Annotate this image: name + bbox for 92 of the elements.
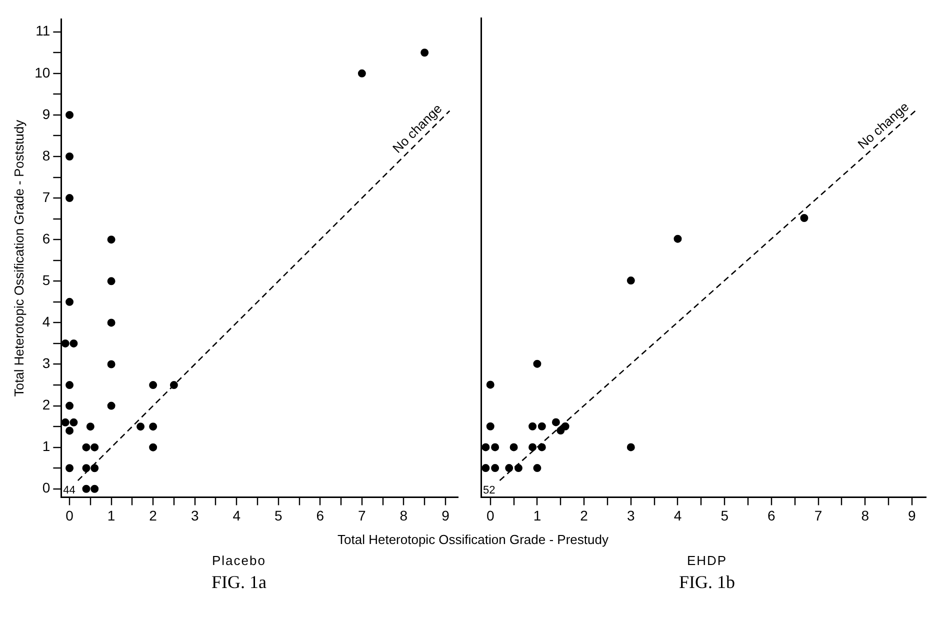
point: [149, 422, 158, 431]
point: [66, 194, 74, 202]
point: [61, 418, 70, 426]
point: [107, 402, 116, 410]
point: [82, 484, 90, 493]
caption: FIG. 1a: [210, 572, 268, 593]
x-tick-label: 4: [232, 507, 241, 524]
point: [800, 214, 808, 222]
point: [486, 380, 494, 389]
x-tick-label: 3: [626, 507, 635, 524]
point: [107, 360, 116, 368]
point: [552, 418, 560, 426]
x-tick-label: 6: [316, 507, 324, 524]
point: [538, 422, 546, 430]
point: [491, 443, 500, 452]
point: [505, 464, 514, 472]
point: [561, 422, 570, 430]
point: [626, 276, 635, 285]
annotation: 52: [483, 484, 496, 497]
x-tick-label: 0: [486, 507, 494, 524]
point: [482, 443, 490, 452]
point: [514, 464, 522, 472]
point: [486, 422, 494, 430]
point: [107, 277, 116, 286]
x-tick-label: 1: [533, 507, 542, 524]
point: [136, 422, 145, 431]
point: [66, 464, 74, 472]
point: [420, 48, 429, 57]
x-tick-label: 4: [674, 507, 682, 524]
y-tick-label: 0: [42, 480, 50, 496]
x-axis-title: Total Heterotopic Ossification Grade - Prestudy: [338, 532, 608, 547]
point: [66, 426, 74, 435]
y-tick-label: 4: [42, 314, 50, 330]
point: [70, 339, 78, 348]
point: [482, 464, 490, 472]
x-tick-label: 5: [720, 507, 729, 524]
point: [82, 464, 90, 472]
point: [358, 69, 366, 78]
point: [90, 443, 99, 452]
point: [491, 464, 500, 472]
x-tick-label: 8: [861, 507, 870, 524]
point: [533, 360, 542, 368]
point: [528, 443, 537, 452]
point: [66, 110, 74, 119]
point: [626, 443, 635, 452]
point: [86, 422, 94, 431]
y-tick-label: 5: [42, 272, 50, 288]
point: [66, 152, 74, 161]
point: [90, 464, 99, 472]
x-tick-label: 9: [908, 507, 916, 524]
y-tick-label: 11: [36, 22, 50, 39]
x-tick-label: 7: [814, 507, 822, 524]
point: [170, 381, 178, 390]
point: [82, 443, 90, 452]
y-tick-label: 2: [42, 396, 50, 413]
y-tick-label: 1: [42, 438, 50, 454]
point: [528, 422, 537, 430]
point: [538, 443, 546, 452]
x-tick-label: 8: [400, 507, 408, 524]
x-tick-label: 2: [580, 507, 588, 524]
point: [90, 484, 99, 493]
point: [66, 298, 74, 306]
y-tick-label: 3: [42, 355, 50, 372]
point: [107, 318, 116, 327]
text: Placebo: [211, 553, 267, 568]
caption: FIG. 1b: [678, 572, 736, 593]
point: [66, 381, 74, 390]
point: [70, 418, 78, 426]
point: [533, 464, 542, 472]
x-tick-label: 5: [274, 507, 282, 524]
x-tick-label: 2: [149, 507, 158, 524]
point: [107, 236, 116, 244]
x-tick-label: 1: [107, 507, 116, 524]
x-tick-label: 3: [190, 507, 199, 524]
point: [66, 402, 74, 410]
point: [61, 339, 70, 348]
x-tick-label: 7: [358, 507, 366, 524]
y-axis-title: Total Heterotopic Ossification Grade - Poststudy: [11, 119, 26, 397]
y-tick-label: 9: [42, 106, 50, 122]
y-tick-label: 6: [42, 230, 50, 246]
point: [149, 443, 158, 452]
x-tick-label: 9: [442, 507, 450, 524]
x-tick-label: 0: [66, 507, 74, 524]
y-tick-label: 7: [42, 188, 50, 205]
x-tick-label: 6: [768, 507, 776, 524]
point: [510, 443, 518, 452]
annotation: 44: [63, 484, 76, 497]
point: [674, 234, 682, 243]
text: EHDP: [686, 553, 728, 568]
point: [149, 381, 158, 390]
y-tick-label: 8: [42, 147, 50, 164]
y-tick-label: 10: [34, 64, 50, 80]
